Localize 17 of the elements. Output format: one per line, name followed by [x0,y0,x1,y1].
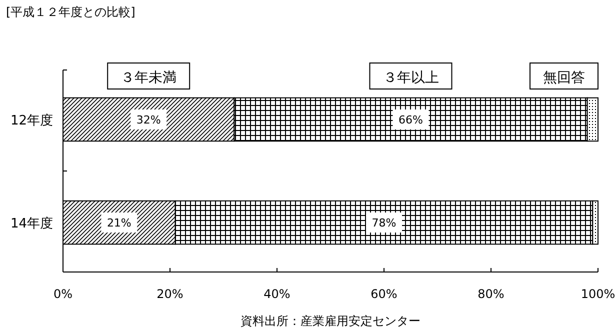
x-tick-label: 40% [264,287,290,301]
x-tick-label: 60% [370,287,398,301]
series-label: 無回答 [543,70,585,86]
y-tick-label: 12年度 [10,112,53,128]
y-tick-label: 14年度 [10,216,53,232]
x-tick-label: 0% [53,287,73,301]
data-label: 21% [106,216,132,230]
series-label: ３年未満 [120,70,177,86]
text: 資料出所：産業雇用安定センター [240,314,420,328]
series-label: ３年以上 [382,70,439,86]
data-label: 66% [398,113,423,126]
x-tick-label: 20% [156,287,184,301]
x-tick-label: 100% [580,287,616,301]
chart-title: [平成１２年度との比較] [6,5,136,19]
data-label: 32% [136,113,161,126]
data-label: 78% [372,216,396,230]
x-tick-label: 80% [478,287,504,301]
